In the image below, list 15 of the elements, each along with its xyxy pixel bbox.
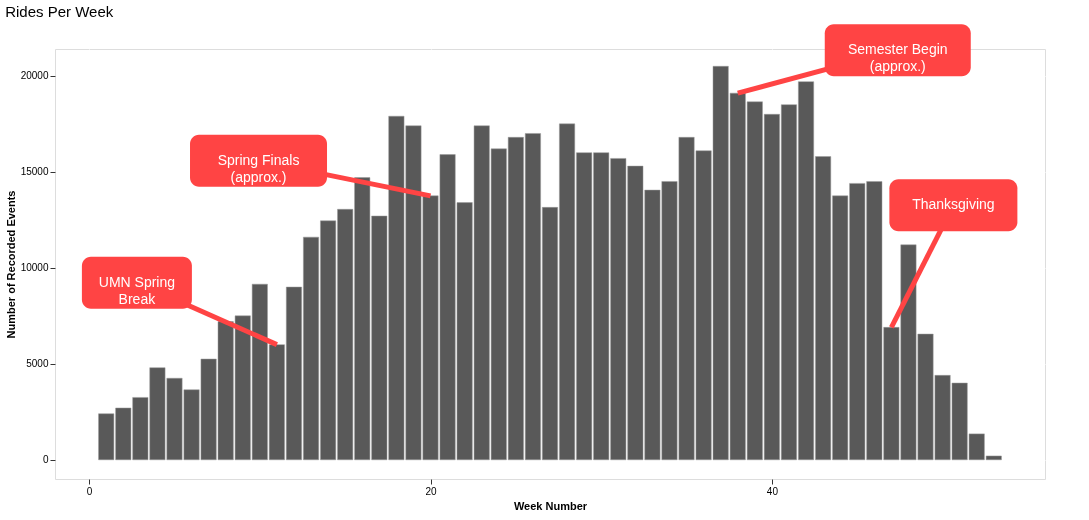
annotation: UMN Spring Break: [98, 273, 176, 307]
x-axis-title: Week Number: [513, 499, 588, 512]
x-tick-label: 40: [766, 485, 779, 497]
x-tick-label: 0: [86, 485, 93, 497]
annotation: Spring Finals (approx.): [217, 151, 300, 185]
y-tick-label: 0: [42, 454, 49, 466]
y-tick-label: 10000: [20, 262, 49, 274]
y-tick-label: 20000: [20, 70, 49, 82]
y-axis-title: Number of Recorded Events: [4, 190, 17, 339]
y-tick-label: 15000: [20, 166, 49, 178]
annotation: Thanksgiving: [912, 196, 995, 213]
x-tick-label: 20: [425, 485, 438, 497]
chart-title: Rides Per Week: [5, 3, 114, 21]
y-tick-label: 5000: [26, 358, 49, 370]
annotation: Semester Begin (approx.): [847, 41, 948, 75]
